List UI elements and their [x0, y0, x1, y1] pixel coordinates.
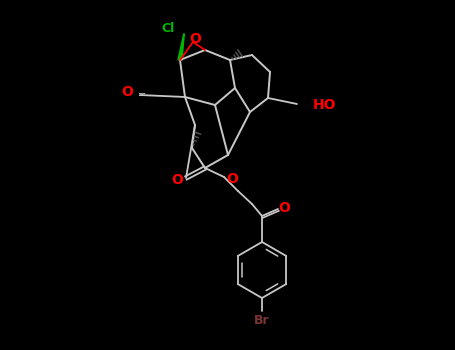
Text: Cl: Cl	[162, 21, 175, 35]
Text: Br: Br	[254, 314, 270, 327]
Text: HO: HO	[313, 98, 337, 112]
Polygon shape	[178, 34, 184, 60]
Text: O: O	[189, 32, 201, 46]
Text: O: O	[121, 85, 133, 99]
Text: =: =	[138, 90, 146, 100]
Text: O: O	[171, 173, 183, 187]
Text: O: O	[278, 201, 290, 215]
Text: O: O	[226, 172, 238, 186]
